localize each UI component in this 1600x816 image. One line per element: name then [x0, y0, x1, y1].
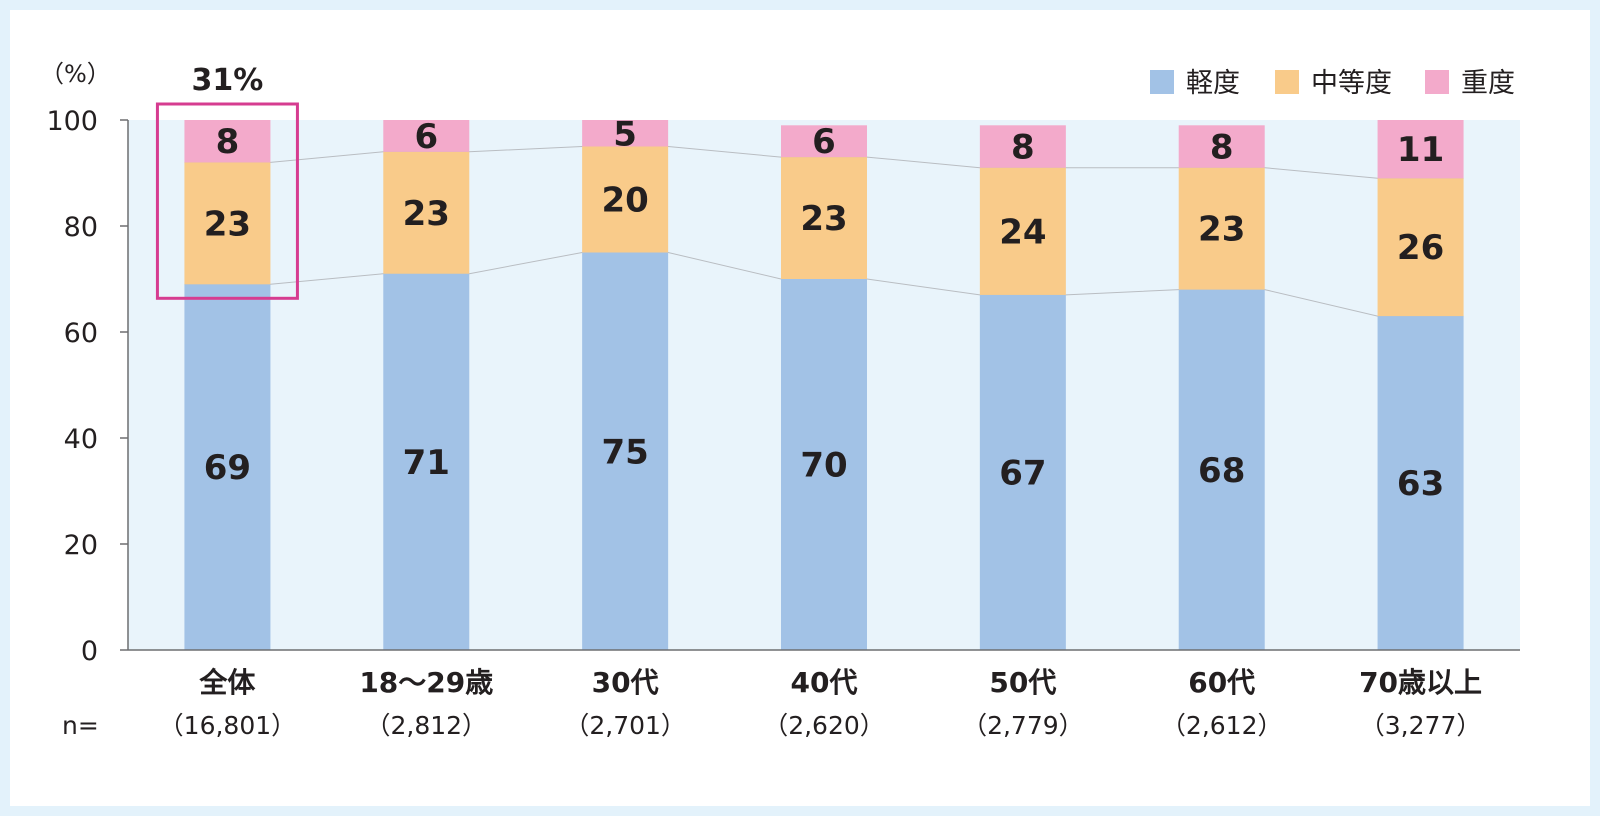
segment-value-label: 23 — [1198, 210, 1245, 250]
bar-moderate — [184, 162, 271, 285]
bar-severe — [582, 120, 669, 147]
legend: 軽度 中等度 重度 — [1150, 68, 1515, 99]
segment-value-label: 69 — [204, 448, 251, 488]
segment-value-label: 6 — [812, 122, 836, 162]
y-unit-label: （%） — [40, 60, 111, 88]
segment-value-label: 23 — [403, 194, 450, 234]
n-count-label: （2,779） — [962, 711, 1084, 740]
n-count-label: （2,812） — [365, 711, 487, 740]
segment-value-label: 11 — [1397, 130, 1444, 170]
bar-severe — [1377, 120, 1464, 179]
segment-value-label: 6 — [414, 117, 438, 157]
segment-value-label: 70 — [800, 446, 847, 486]
bar-severe — [1178, 125, 1265, 168]
n-count-label: （3,277） — [1360, 711, 1482, 740]
bar-mild — [582, 252, 669, 650]
segment-value-label: 26 — [1397, 228, 1444, 268]
chart-panel: 69 23 8 71 23 6 75 20 5 70 23 6 67 24 8 68 23 8 63 26 11 0 20… — [10, 10, 1590, 806]
bar-mild — [781, 279, 867, 650]
y-tick-label: 100 — [46, 106, 98, 137]
y-tick-label: 0 — [81, 636, 98, 667]
segment-value-label: 68 — [1198, 451, 1245, 491]
segment-value-label: 20 — [601, 181, 648, 221]
segment-value-label: 8 — [216, 122, 240, 162]
n-label: n= — [62, 711, 99, 740]
legend-label: 中等度 — [1311, 68, 1392, 99]
legend-swatch — [1150, 70, 1174, 94]
bars — [184, 120, 1464, 650]
y-tick-label: 20 — [64, 530, 98, 561]
y-tick-label: 40 — [64, 424, 98, 455]
segment-value-label: 23 — [204, 204, 251, 244]
bar-moderate — [383, 151, 470, 274]
legend-label: 重度 — [1461, 68, 1515, 99]
bar-moderate — [1178, 167, 1265, 290]
bar-severe — [781, 125, 867, 158]
category-label: 40代 — [791, 666, 858, 699]
segment-value-label: 23 — [800, 199, 847, 239]
y-tick-label: 80 — [64, 212, 98, 243]
segment-value-label: 71 — [403, 443, 450, 483]
highlight: 31% — [155, 63, 299, 300]
bar-moderate — [1377, 178, 1464, 317]
x-axis-labels: 全体 （16,801） 18～29歳 （2,812） 30代 （2,701） 40代 （2,6… — [159, 666, 1482, 740]
bar-mild — [1178, 289, 1265, 650]
highlight-box — [155, 102, 299, 300]
n-count-label: （2,620） — [763, 711, 885, 740]
bar-mild — [383, 273, 470, 650]
n-count-label: （16,801） — [159, 711, 296, 740]
legend-swatch — [1425, 70, 1449, 94]
bar-severe — [979, 125, 1066, 168]
segment-labels: 69 23 8 71 23 6 75 20 5 70 23 6 67 24 8 68 23 8 63 26 11 — [204, 114, 1444, 504]
bar-severe — [184, 120, 271, 163]
category-label: 60代 — [1188, 666, 1255, 699]
stacked-bar-chart: 69 23 8 71 23 6 75 20 5 70 23 6 67 24 8 68 23 8 63 26 11 0 20… — [40, 60, 1520, 740]
segment-value-label: 24 — [999, 212, 1046, 252]
bar-severe — [383, 120, 470, 152]
category-label: 70歳以上 — [1359, 666, 1482, 699]
segment-value-label: 8 — [1210, 128, 1234, 168]
segment-value-label: 63 — [1397, 464, 1444, 504]
category-label: 18～29歳 — [359, 666, 493, 699]
bar-mild — [184, 284, 271, 650]
bar-mild — [1377, 316, 1464, 650]
y-axis: 0 20 40 60 80 100 — [46, 106, 1520, 667]
n-count-label: （2,612） — [1161, 711, 1283, 740]
bar-moderate — [979, 167, 1066, 295]
category-label: 全体 — [198, 666, 256, 699]
highlight-label: 31% — [192, 63, 264, 98]
bar-mild — [979, 294, 1066, 650]
segment-value-label: 75 — [601, 432, 648, 472]
legend-swatch — [1275, 70, 1299, 94]
legend-label: 軽度 — [1186, 68, 1240, 99]
n-count-label: （2,701） — [564, 711, 686, 740]
segment-value-label: 67 — [999, 453, 1046, 493]
y-tick-label: 60 — [64, 318, 98, 349]
category-label: 30代 — [592, 666, 659, 699]
bar-moderate — [781, 157, 867, 279]
bar-moderate — [582, 146, 669, 253]
segment-value-label: 5 — [613, 114, 637, 154]
category-label: 50代 — [989, 666, 1056, 699]
segment-value-label: 8 — [1011, 128, 1035, 168]
